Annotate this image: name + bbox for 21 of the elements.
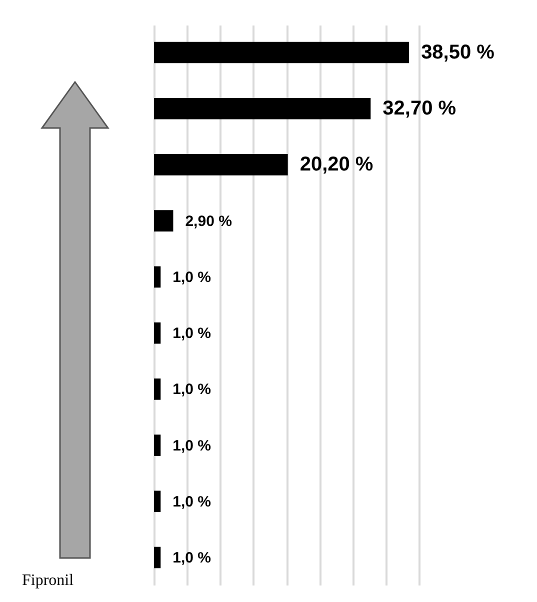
- text: Fipronil: [22, 572, 74, 590]
- data-label: 1,0 %: [172, 268, 211, 286]
- bar: [154, 154, 288, 176]
- bar: [154, 490, 161, 512]
- bar: [154, 546, 161, 568]
- bar: [154, 98, 371, 120]
- data-label: 38,50 %: [421, 41, 495, 64]
- data-label: 1,0 %: [172, 493, 211, 510]
- bar: [154, 434, 161, 456]
- data-label: 20,20 %: [300, 154, 374, 176]
- data-label: 1,0 %: [172, 550, 211, 567]
- bar: [154, 322, 161, 344]
- data-label: 1,0 %: [172, 437, 211, 454]
- data-label: 2,90 %: [185, 212, 232, 230]
- data-label: 1,0 %: [172, 381, 211, 398]
- data-label: 32,70 %: [382, 98, 456, 120]
- bar: [154, 266, 161, 288]
- data-label: 1,0 %: [172, 325, 211, 342]
- bar: [154, 210, 174, 232]
- bar: [154, 42, 410, 64]
- bar: [154, 378, 161, 400]
